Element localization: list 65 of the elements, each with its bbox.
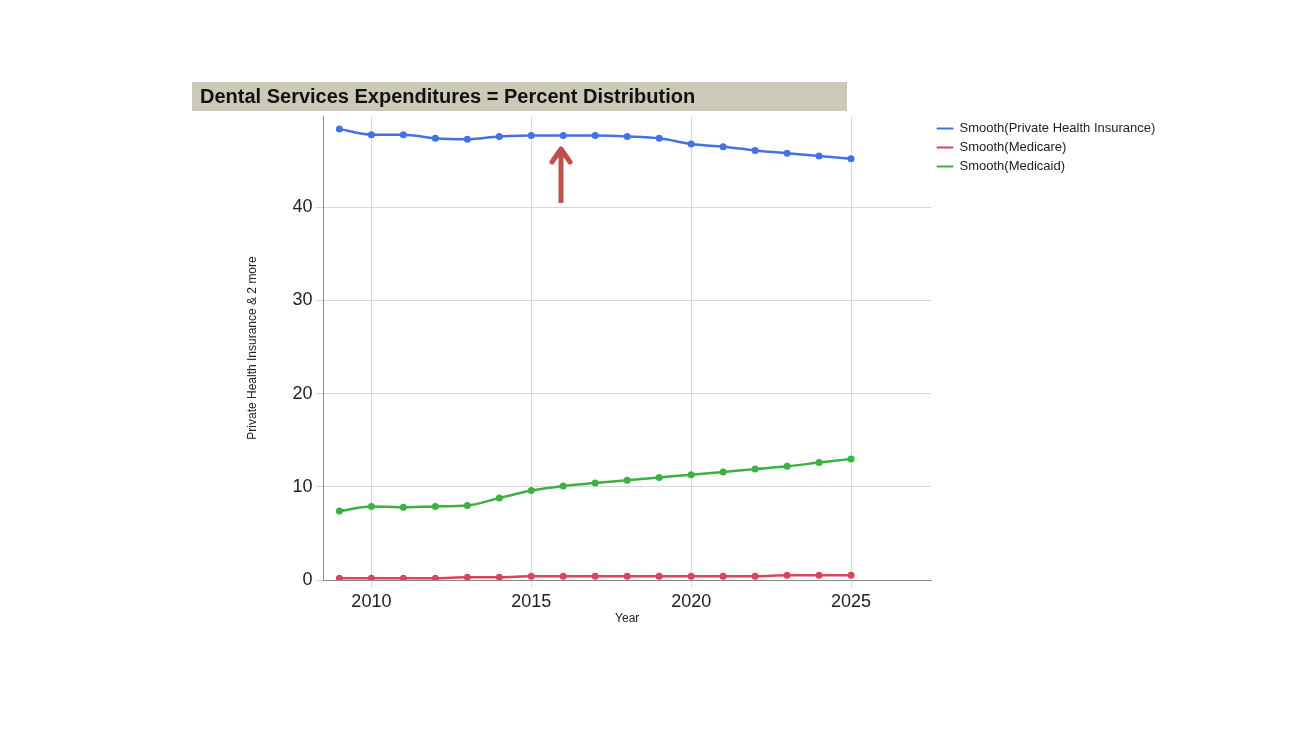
x-axis-title: Year [615,611,640,626]
x-tick-label: 2020 [671,590,712,611]
y-tick-label: 10 [292,475,313,496]
x-tick-label: 2015 [511,590,552,611]
point [847,571,855,579]
point [559,572,567,580]
point [463,573,471,580]
point [815,459,823,467]
point [495,133,503,140]
point [783,462,791,470]
x-tick-label: 2025 [831,590,872,611]
point [719,468,727,476]
point [655,134,663,142]
point [591,132,599,140]
point [399,131,407,139]
point [527,132,535,140]
point [687,572,695,580]
point [399,574,407,580]
legend-label: Smooth(Private Health Insurance) [959,120,1156,136]
point [719,572,727,580]
point [655,474,663,482]
y-tick-label: 0 [302,568,313,589]
point [719,143,727,151]
point [367,574,375,580]
y-tick-label: 20 [292,382,313,403]
y-axis-title: Private Health Insurance & 2 more [244,255,259,440]
point [751,572,759,580]
point [623,476,631,484]
point [847,155,855,163]
point [431,502,439,510]
point [687,471,695,479]
point [559,482,567,490]
point [431,134,439,142]
point [591,572,599,580]
point [783,149,791,157]
legend-label: Smooth(Medicaid) [959,158,1065,174]
point [367,131,375,139]
point [335,574,343,580]
point [367,502,375,510]
point [335,125,343,133]
point [495,573,503,580]
point [591,479,599,487]
x-tick-label: 2010 [351,590,392,611]
point [815,571,823,579]
point [463,501,471,509]
point [847,455,855,463]
point [335,507,343,515]
point [431,574,439,580]
point [751,465,759,473]
point [783,571,791,579]
point [527,487,535,495]
point [623,572,631,580]
point [687,140,695,148]
legend-label: Smooth(Medicare) [959,139,1067,155]
y-tick-label: 30 [292,289,313,310]
y-tick-label: 40 [292,196,313,217]
point [463,135,471,143]
point [815,152,823,160]
point [495,494,503,502]
point [655,572,663,580]
point [559,132,567,140]
point [751,146,759,154]
point [399,503,407,511]
point [527,572,535,580]
point [623,133,631,140]
